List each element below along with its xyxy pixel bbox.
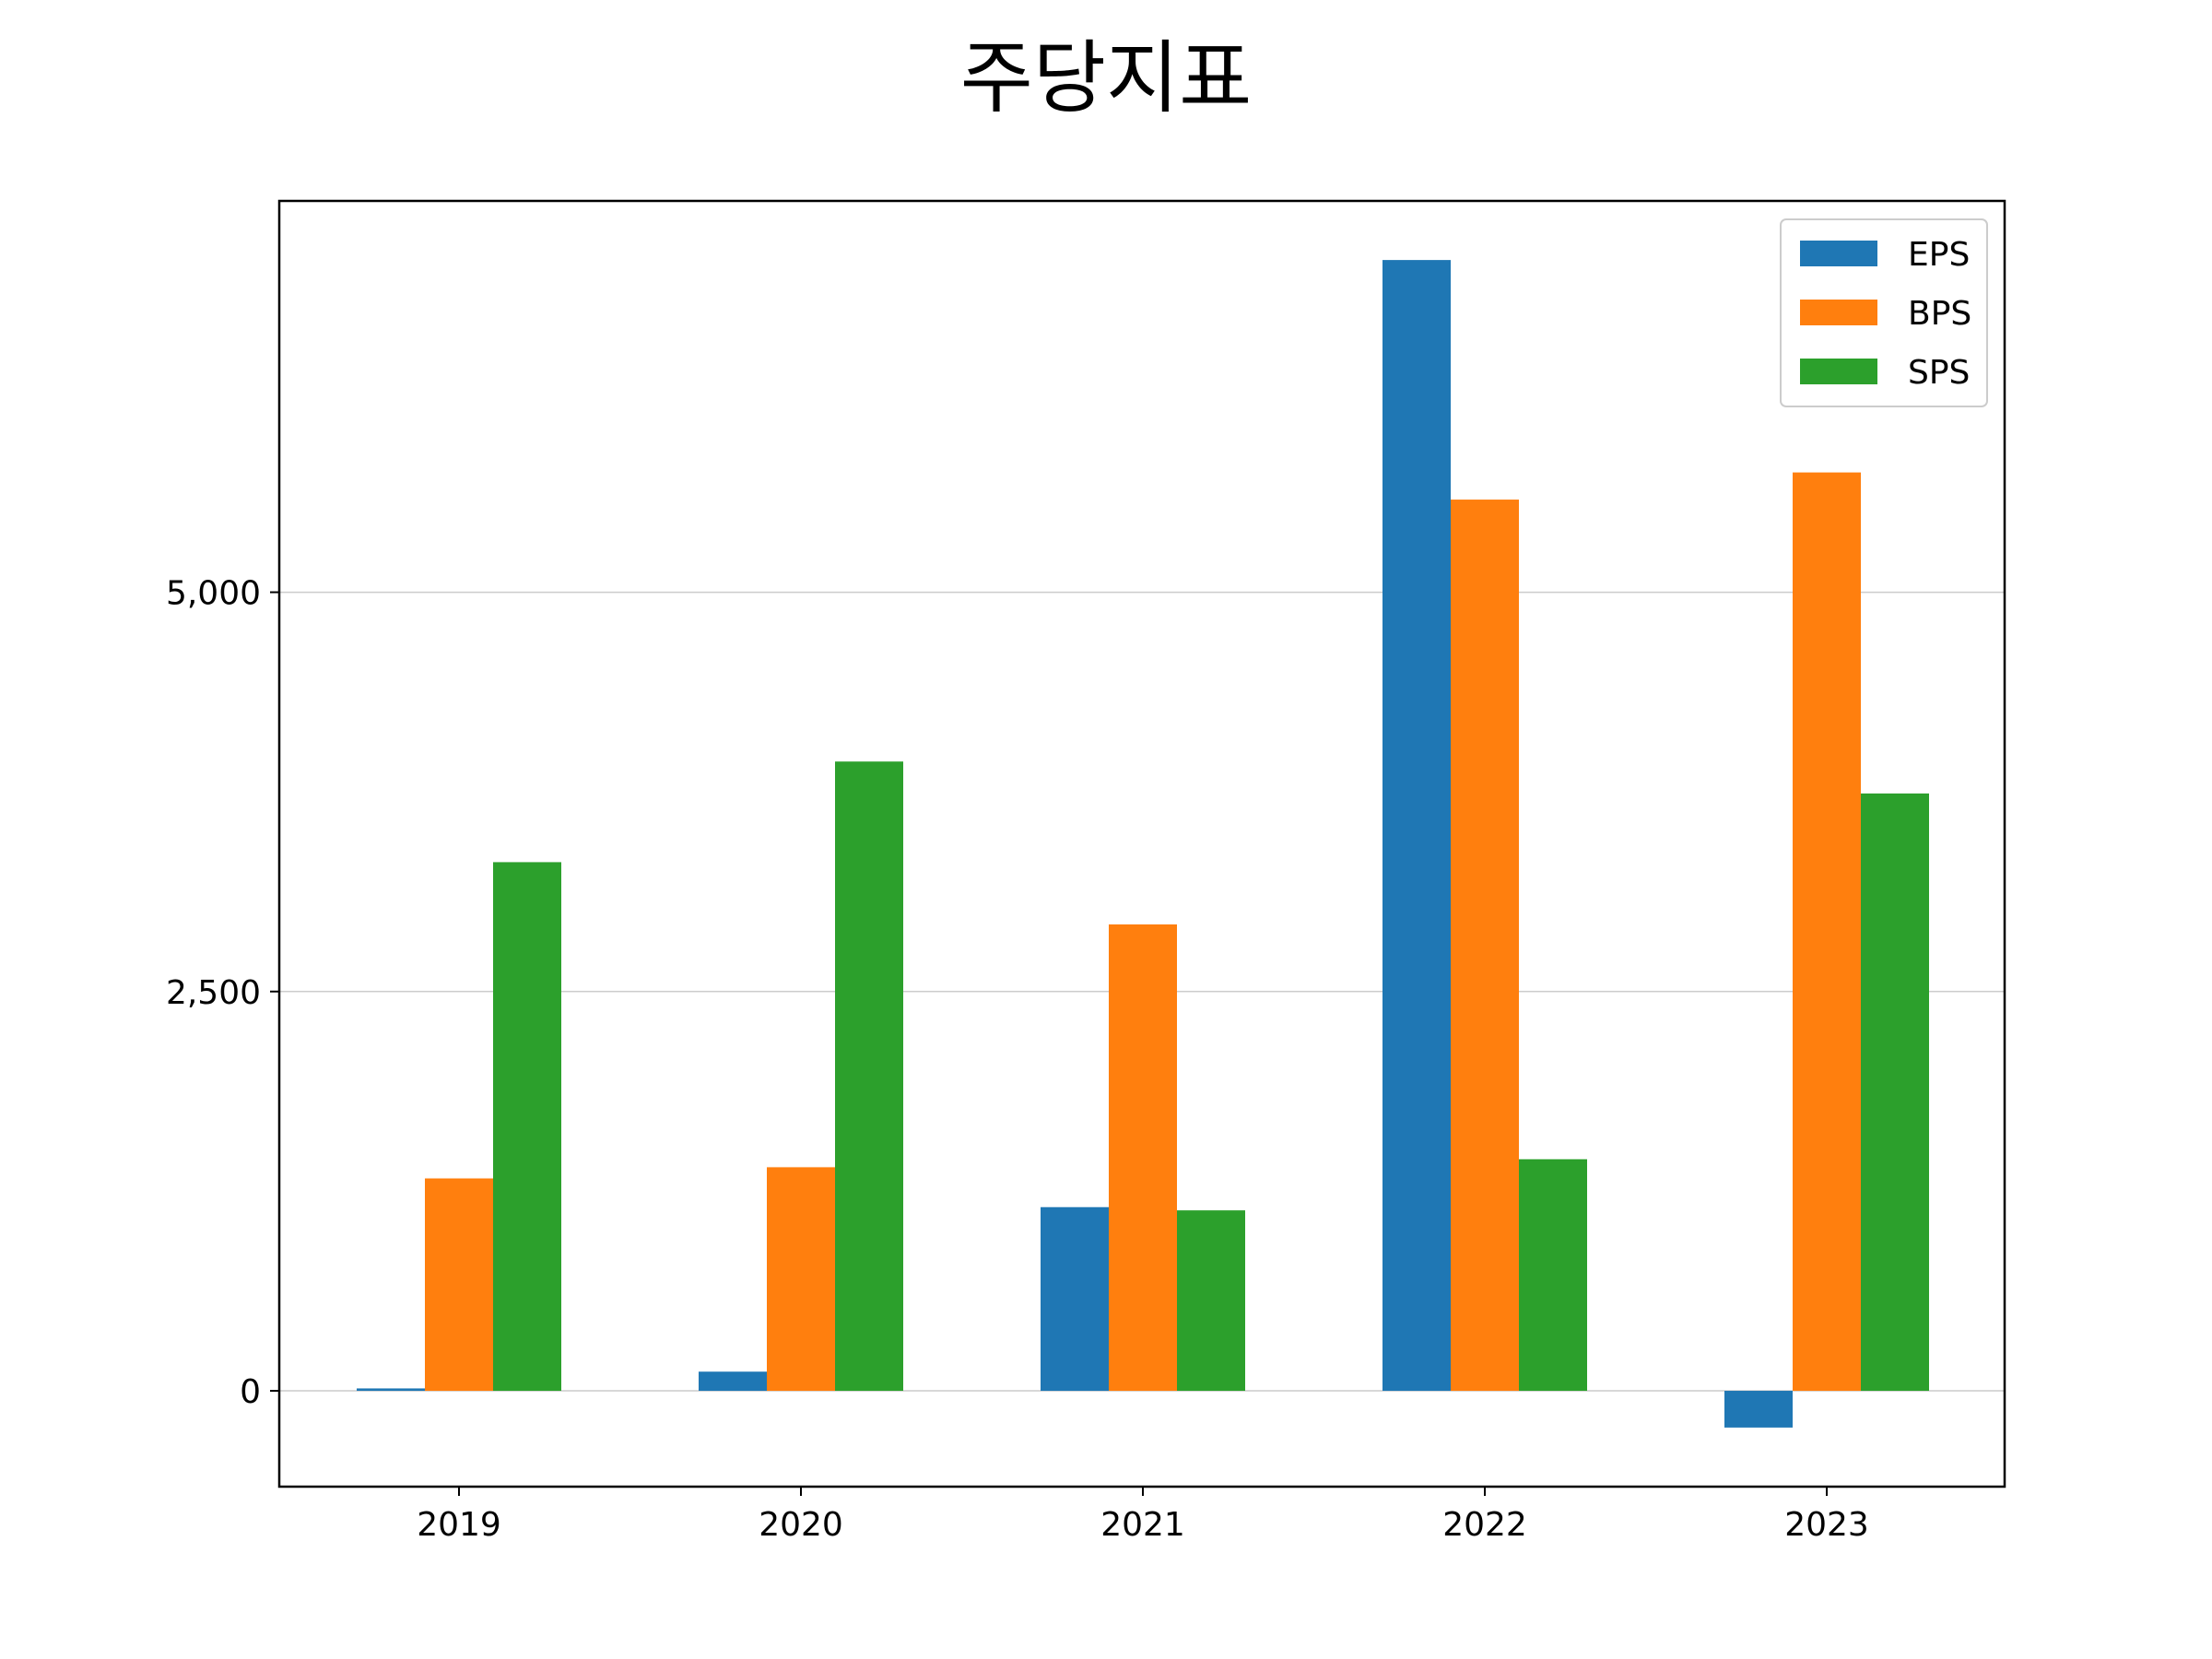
legend-swatch-bps <box>1800 300 1877 325</box>
bar-sps-2023 <box>1861 793 1929 1392</box>
y-tick-label: 5,000 <box>166 575 261 613</box>
bars <box>357 260 1929 1428</box>
bar-bps-2020 <box>767 1167 835 1392</box>
x-tick-label: 2019 <box>417 1506 501 1544</box>
bar-bps-2022 <box>1451 500 1519 1392</box>
bar-eps-2023 <box>1724 1391 1793 1428</box>
y-tick-label: 2,500 <box>166 974 261 1012</box>
bar-sps-2021 <box>1177 1210 1245 1392</box>
x-tick-label: 2020 <box>759 1506 843 1544</box>
bar-bps-2023 <box>1793 472 1861 1392</box>
bar-sps-2020 <box>835 761 903 1392</box>
x-axis: 2019 2020 2021 2022 2023 <box>417 1487 1869 1544</box>
bar-eps-2021 <box>1041 1206 1109 1392</box>
bar-eps-2022 <box>1382 260 1451 1392</box>
x-tick-label: 2022 <box>1442 1506 1527 1544</box>
x-tick-label: 2023 <box>1784 1506 1869 1544</box>
x-tick-label: 2021 <box>1100 1506 1185 1544</box>
chart-title: 주당지표 <box>959 32 1253 124</box>
legend-swatch-eps <box>1800 241 1877 266</box>
y-tick-label: 0 <box>240 1373 261 1411</box>
legend-label-bps: BPS <box>1908 295 1971 333</box>
legend: EPS BPS SPS <box>1780 218 1988 407</box>
bar-bps-2021 <box>1109 924 1177 1392</box>
legend-label-sps: SPS <box>1908 354 1970 392</box>
bar-bps-2019 <box>425 1178 493 1392</box>
legend-swatch-sps <box>1800 359 1877 384</box>
legend-label-eps: EPS <box>1908 236 1970 274</box>
bar-sps-2019 <box>493 862 561 1392</box>
bar-eps-2020 <box>699 1371 767 1392</box>
y-axis: 0 2,500 5,000 <box>166 575 279 1411</box>
bar-sps-2022 <box>1519 1159 1587 1392</box>
bar-eps-2019 <box>357 1388 425 1392</box>
